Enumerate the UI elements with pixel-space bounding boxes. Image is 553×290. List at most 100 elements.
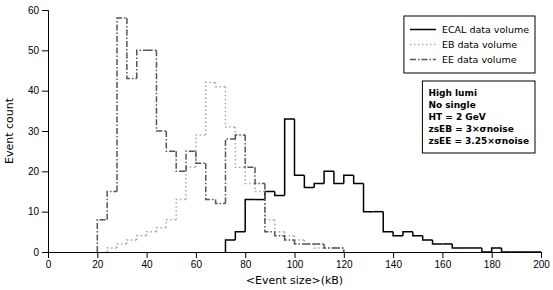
histogram-step bbox=[304, 240, 314, 244]
histogram-step bbox=[216, 83, 226, 87]
histogram-step bbox=[235, 127, 245, 167]
tick: 140 bbox=[385, 252, 402, 270]
histogram-step bbox=[344, 175, 354, 183]
histogram-step bbox=[285, 236, 295, 240]
histogram-step bbox=[166, 220, 176, 228]
histogram-step bbox=[492, 248, 502, 252]
tick-mark bbox=[245, 252, 246, 258]
annotation-frame bbox=[422, 81, 535, 153]
histogram-step bbox=[295, 236, 305, 240]
histogram-step bbox=[137, 236, 147, 240]
histogram-step bbox=[364, 183, 374, 211]
histogram-step bbox=[285, 119, 295, 196]
tick: 20 bbox=[92, 252, 104, 270]
histogram-step bbox=[186, 151, 196, 171]
histogram-step bbox=[275, 220, 285, 232]
histogram-step bbox=[314, 183, 324, 187]
histogram-step bbox=[373, 211, 383, 213]
histogram-step bbox=[245, 200, 255, 232]
histogram-step bbox=[295, 240, 305, 244]
tick: 200 bbox=[533, 252, 550, 270]
tick-mark bbox=[196, 252, 197, 258]
tick-mark bbox=[393, 252, 394, 258]
histogram-step bbox=[275, 192, 285, 196]
tick-mark bbox=[42, 91, 48, 92]
histogram-step bbox=[235, 135, 245, 139]
histogram-step bbox=[225, 87, 235, 127]
tick: 0 bbox=[33, 247, 48, 258]
legend-label: EB data volume bbox=[442, 39, 517, 50]
tick-label: 140 bbox=[385, 259, 402, 270]
histogram-step bbox=[482, 248, 492, 252]
histogram-step bbox=[186, 167, 196, 199]
tick-label: 0 bbox=[33, 247, 39, 258]
tick: 180 bbox=[484, 252, 501, 270]
histogram-step bbox=[265, 192, 275, 200]
histogram-step bbox=[127, 18, 137, 79]
tick-mark bbox=[344, 252, 345, 258]
tick: 80 bbox=[240, 252, 252, 270]
histogram-step bbox=[166, 131, 176, 151]
tick-label: 20 bbox=[92, 259, 104, 270]
histogram-step bbox=[442, 243, 452, 245]
histogram-step bbox=[235, 232, 245, 240]
tick-label: 60 bbox=[28, 5, 40, 16]
plot: 0204060801001201401601802000102030405060… bbox=[28, 5, 550, 270]
tick-mark bbox=[42, 10, 48, 11]
tick-label: 120 bbox=[336, 259, 353, 270]
tick: 30 bbox=[28, 126, 48, 137]
histogram-step bbox=[137, 50, 147, 78]
marks bbox=[97, 18, 541, 252]
histogram-step bbox=[156, 50, 166, 131]
tick: 60 bbox=[191, 252, 203, 270]
tick: 100 bbox=[287, 252, 304, 270]
histogram-step bbox=[206, 163, 216, 199]
tick-label: 0 bbox=[46, 259, 52, 270]
annotation-text: No single bbox=[428, 100, 475, 110]
histogram-series bbox=[225, 119, 541, 252]
x-axis-title: <Event size>(kB) bbox=[246, 274, 343, 287]
tick-mark bbox=[295, 252, 296, 258]
histogram-step bbox=[255, 199, 265, 201]
annotation-text: High lumi bbox=[428, 88, 477, 98]
axis-line bbox=[42, 11, 49, 253]
tick-mark bbox=[147, 252, 148, 258]
histogram-step bbox=[511, 251, 521, 252]
histogram-step bbox=[97, 220, 107, 252]
tick-mark bbox=[42, 131, 48, 132]
histogram-step bbox=[433, 240, 443, 244]
histogram-step bbox=[285, 232, 295, 236]
histogram-step bbox=[147, 50, 157, 52]
tick-label: 180 bbox=[484, 259, 501, 270]
histogram-step bbox=[127, 240, 137, 244]
histogram-step bbox=[255, 167, 265, 183]
tick-mark bbox=[42, 50, 48, 51]
histogram-step bbox=[304, 175, 314, 187]
histogram-step bbox=[275, 232, 285, 236]
histogram-step bbox=[462, 247, 472, 249]
tick: 20 bbox=[28, 166, 48, 177]
histogram-step bbox=[196, 135, 206, 167]
tick-mark bbox=[492, 252, 493, 258]
histogram-step bbox=[206, 83, 216, 135]
histogram-step bbox=[531, 251, 541, 252]
histogram-step bbox=[403, 232, 413, 236]
histogram-step bbox=[383, 212, 393, 232]
tick: 60 bbox=[28, 5, 48, 16]
histogram-step bbox=[216, 200, 226, 204]
histogram-step bbox=[245, 135, 255, 167]
histogram-step bbox=[295, 119, 305, 175]
histogram-series bbox=[97, 18, 343, 252]
tick: 10 bbox=[28, 206, 48, 217]
histogram-step bbox=[255, 183, 265, 191]
tick-label: 80 bbox=[240, 259, 252, 270]
histogram-step bbox=[107, 192, 117, 220]
annotation-text: HT = 2 GeV bbox=[428, 112, 485, 122]
legend-frame bbox=[404, 16, 535, 73]
tick-label: 60 bbox=[191, 259, 203, 270]
tick: 120 bbox=[336, 252, 353, 270]
histogram-step bbox=[324, 171, 334, 183]
tick: 40 bbox=[28, 85, 48, 96]
histogram-step bbox=[117, 18, 127, 191]
legend-swatch bbox=[410, 44, 436, 46]
